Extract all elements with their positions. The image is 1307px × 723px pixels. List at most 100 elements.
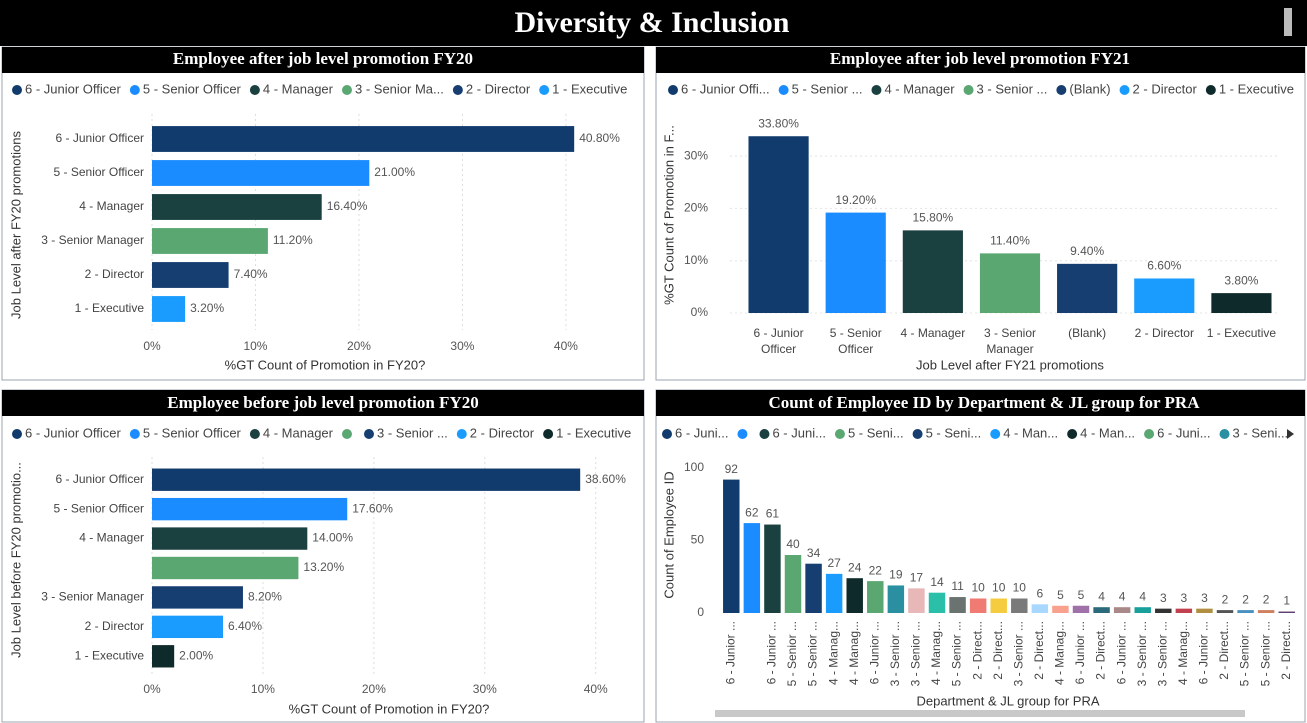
bar	[990, 598, 1007, 613]
value-label: 3	[1181, 591, 1188, 605]
y-tick-label: 10%	[684, 253, 708, 267]
x-axis-title: %GT Count of Promotion in FY20?	[289, 701, 490, 716]
legend-label: 4 - Manager	[263, 425, 334, 440]
bar	[1134, 278, 1195, 313]
value-label: 27	[827, 556, 841, 570]
legend-next-arrow[interactable]	[1287, 429, 1294, 439]
y-axis-title: Job Level after FY20 promotions	[8, 131, 23, 319]
value-label: 7.40%	[234, 267, 268, 281]
bar	[1155, 608, 1172, 613]
category-label: 6 - Junior ...	[723, 621, 737, 684]
bar	[152, 527, 308, 550]
bar	[152, 497, 348, 521]
value-label: 5	[1078, 588, 1085, 602]
x-axis-title: Job Level after FY21 promotions	[916, 357, 1104, 372]
legend-dot	[341, 429, 352, 439]
category-label: (Blank)	[1068, 326, 1106, 340]
legend-dot	[543, 429, 554, 439]
bar	[1216, 610, 1234, 613]
category-label: 5 - Senior Officer	[54, 501, 144, 515]
x-tick-label: 0%	[143, 339, 161, 353]
value-label: 11	[951, 579, 964, 593]
legend-label: 2 - Director	[1133, 81, 1198, 96]
panel-title-bar	[2, 47, 644, 73]
value-label: 33.80%	[758, 116, 799, 130]
category-label: 6 - Junior ...	[1197, 621, 1211, 684]
category-label: 3 - Senior Manager	[41, 590, 144, 604]
category-label: 6 - Junior ...	[765, 621, 779, 684]
legend-label: 4 - Manager	[884, 81, 955, 96]
bar	[1072, 605, 1090, 613]
value-label: 3	[1201, 591, 1208, 605]
panel-title-bar	[656, 390, 1305, 416]
legend-label: 3 - Senior ...	[977, 81, 1048, 96]
legend-dot	[456, 429, 467, 439]
y-axis-title: %GT Count of Promotion in F...	[661, 125, 676, 305]
value-label: 4	[1119, 589, 1126, 603]
bar	[152, 262, 229, 288]
category-label: 4 - Manag...	[1053, 621, 1067, 685]
legend-label: 5 - Seni...	[926, 425, 982, 440]
x-axis-title: Department & JL group for PRA	[916, 693, 1099, 708]
scrollbar[interactable]	[715, 710, 1245, 717]
bar	[1175, 608, 1193, 613]
value-label: 1	[1283, 594, 1290, 608]
value-label: 16.40%	[327, 199, 368, 213]
category-label: 3 - Senior ...	[1011, 621, 1025, 686]
bar	[979, 253, 1041, 313]
legend-dot	[341, 85, 352, 95]
x-tick-label: 0%	[143, 682, 161, 696]
value-label: 8.20%	[248, 590, 282, 604]
legend-label: 1 - Executive	[552, 81, 627, 96]
legend-label: 4 - Manager	[263, 81, 334, 96]
legend-dot	[539, 85, 550, 95]
value-label: 2	[1222, 592, 1229, 606]
legend-label: 2 - Director	[466, 81, 531, 96]
category-label: 1 - Executive	[75, 301, 145, 315]
legend-label: 5 - Seni...	[848, 425, 904, 440]
legend-dot	[1119, 85, 1130, 95]
category-label: 5 - Senior ...	[950, 621, 964, 686]
bar	[152, 228, 268, 254]
legend-dot	[737, 429, 748, 439]
header-bar	[0, 0, 1307, 46]
legend-label: 1 - Executive	[1219, 81, 1294, 96]
value-label: 61	[766, 507, 780, 521]
y-tick-label: 30%	[684, 148, 708, 162]
category-label: 5 - Senior Officer	[830, 326, 882, 356]
legend-dot	[12, 429, 22, 439]
legend-label: 6 - Junior Officer	[25, 81, 122, 96]
category-label: 6 - Junior Officer	[56, 472, 144, 486]
bar	[928, 592, 946, 613]
legend-dot	[1056, 85, 1067, 95]
value-label: 2.00%	[179, 648, 213, 662]
bar	[743, 523, 761, 613]
bar	[805, 563, 822, 613]
value-label: 3.20%	[190, 301, 224, 315]
bar	[152, 586, 243, 609]
category-label: 6 - Junior ...	[1073, 621, 1087, 684]
bar	[1113, 607, 1131, 613]
value-label: 19.20%	[835, 193, 876, 207]
dashboard-title: Diversity & Inclusion	[514, 6, 789, 39]
category-label: 2 - Direct...	[970, 621, 984, 680]
bar	[1093, 607, 1110, 613]
bar	[1011, 598, 1028, 613]
legend-dot	[12, 85, 22, 95]
chart-title: Employee before job level promotion FY20	[167, 393, 478, 412]
legend-label: 4 - Man...	[1080, 425, 1135, 440]
legend-label: 6 - Junior Officer	[25, 425, 122, 440]
category-label: 5 - Senior ...	[806, 621, 820, 686]
x-tick-label: 40%	[584, 682, 608, 696]
legend-label: 3 - Senior Ma...	[355, 81, 444, 96]
x-tick-label: 10%	[243, 339, 267, 353]
category-label: 4 - Manag...	[1176, 621, 1190, 685]
legend-label: 5 - Senior ...	[792, 81, 863, 96]
category-label: 4 - Manag...	[847, 621, 861, 685]
legend-dot	[1144, 429, 1155, 439]
panel-title-bar	[656, 47, 1305, 73]
legend-dot	[963, 85, 974, 95]
x-tick-label: 40%	[554, 339, 578, 353]
value-label: 4	[1139, 589, 1146, 603]
